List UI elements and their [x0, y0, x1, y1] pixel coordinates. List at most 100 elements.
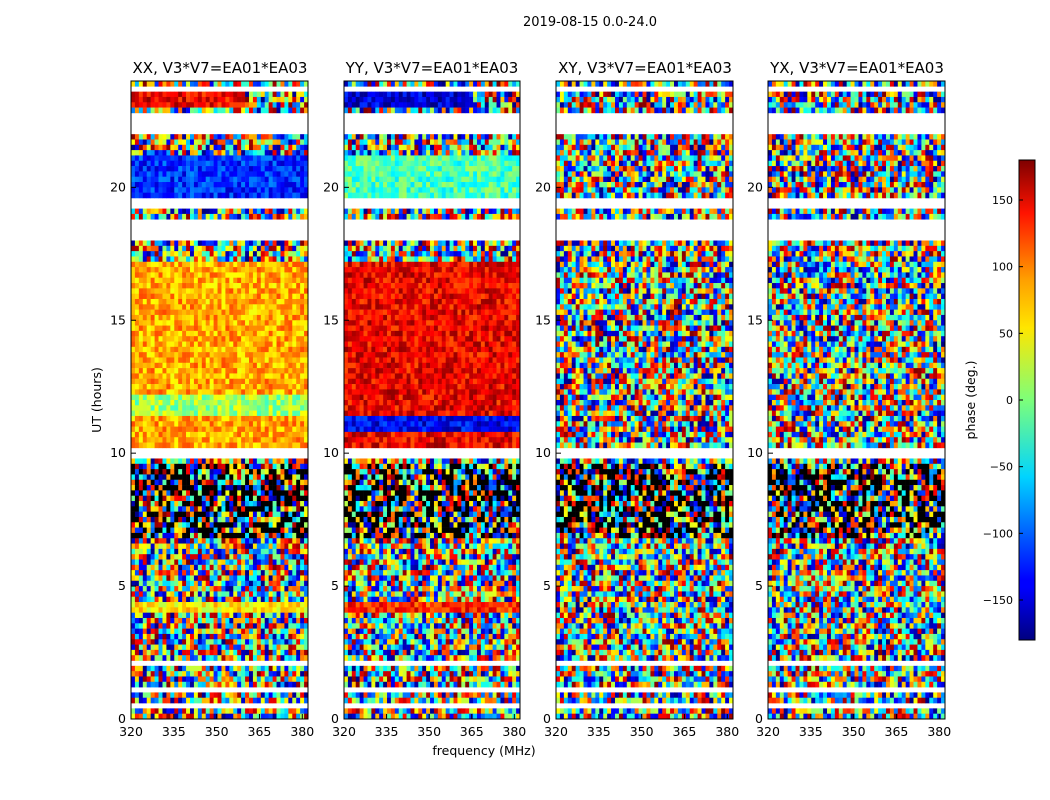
heatmap-cell [264, 458, 269, 465]
heatmap-cell [182, 245, 187, 252]
heatmap-cell [292, 277, 297, 284]
heatmap-cell [292, 522, 297, 528]
heatmap-cell [276, 538, 281, 544]
heatmap-cell [280, 134, 285, 140]
heatmap-cell [221, 463, 226, 470]
heatmap-cell [205, 591, 210, 598]
heatmap-cell [134, 293, 140, 300]
heatmap-cell [280, 474, 285, 481]
heatmap-cell [288, 623, 293, 629]
heatmap-cell [201, 564, 207, 571]
heatmap-cell [280, 543, 285, 550]
heatmap-cell [292, 373, 297, 380]
heatmap-cell [205, 192, 210, 199]
heatmap-cell [166, 251, 171, 257]
heatmap-cell [233, 697, 238, 704]
heatmap-cell [241, 341, 246, 348]
heatmap-cell [241, 554, 246, 560]
heatmap-cell [186, 548, 191, 555]
heatmap-cell [233, 245, 238, 252]
heatmap-cell [229, 458, 234, 465]
heatmap-cell [280, 415, 285, 422]
heatmap-cell [304, 538, 309, 544]
heatmap-cell [209, 586, 214, 592]
heatmap-cell [225, 394, 230, 401]
heatmap-cell [252, 389, 258, 395]
heatmap-cell [249, 708, 254, 714]
heatmap-cell [304, 261, 309, 268]
heatmap-cell [249, 543, 254, 550]
heatmap-cell [142, 267, 148, 273]
heatmap-cell [296, 208, 301, 215]
heatmap-cell [142, 155, 148, 162]
heatmap-cell [241, 352, 246, 358]
heatmap-cell [158, 394, 163, 401]
heatmap-cell [197, 81, 203, 87]
heatmap-cell [150, 538, 155, 544]
heatmap-cell [142, 692, 148, 699]
heatmap-cell [276, 479, 281, 486]
heatmap-cell [516, 107, 521, 114]
heatmap-cell [178, 182, 183, 188]
heatmap-cell [190, 357, 195, 364]
heatmap-cell [162, 421, 167, 427]
heatmap-cell [166, 532, 171, 539]
heatmap-cell [233, 437, 238, 443]
heatmap-cell [410, 134, 415, 140]
heatmap-cell [138, 681, 144, 688]
heatmap-cell [182, 309, 187, 316]
heatmap-cell [221, 267, 226, 273]
heatmap-cell [142, 192, 148, 199]
heatmap-cell [237, 102, 242, 108]
heatmap-cell [280, 617, 285, 624]
heatmap-cell [288, 346, 293, 353]
heatmap-cell [296, 309, 301, 316]
heatmap-cell [138, 676, 144, 683]
heatmap-cell [162, 192, 167, 199]
heatmap-cell [193, 501, 199, 507]
heatmap-cell [197, 283, 203, 289]
heatmap-cell [193, 495, 199, 502]
heatmap-cell [158, 591, 163, 598]
heatmap-cell [296, 346, 301, 353]
heatmap-cell [138, 591, 144, 598]
heatmap-cell [229, 251, 234, 257]
heatmap-cell [205, 330, 210, 337]
heatmap-cell [186, 267, 191, 273]
heatmap-cell [276, 213, 281, 220]
heatmap-cell [252, 681, 258, 688]
heatmap-cell [201, 628, 207, 635]
heatmap-cell [304, 298, 309, 305]
heatmap-cell [174, 160, 179, 167]
heatmap-cell [205, 293, 210, 300]
heatmap-cell [205, 102, 210, 108]
heatmap-cell [150, 442, 155, 449]
heatmap-cell [178, 346, 183, 353]
heatmap-cell [150, 426, 155, 433]
heatmap-cell [170, 251, 175, 257]
heatmap-cell [158, 532, 163, 539]
heatmap-cell [292, 213, 297, 220]
heatmap-cell [272, 288, 277, 294]
heatmap-cell [292, 139, 297, 146]
heatmap-cell [131, 490, 136, 496]
heatmap-cell [193, 708, 199, 714]
heatmap-cell [186, 81, 191, 87]
heatmap-cell [292, 463, 297, 470]
heatmap-cell [150, 469, 155, 475]
heatmap-cell [241, 213, 246, 220]
heatmap-cell [296, 325, 301, 332]
heatmap-cell [217, 314, 222, 321]
heatmap-cell [276, 362, 281, 369]
heatmap-cell [252, 155, 258, 162]
heatmap-cell [146, 102, 151, 108]
heatmap-cell [229, 373, 234, 380]
heatmap-cell [131, 649, 136, 656]
heatmap-cell [292, 160, 297, 167]
heatmap-cell [268, 325, 273, 332]
heatmap-cell [158, 261, 163, 268]
heatmap-cell [134, 155, 140, 162]
heatmap-cell [158, 378, 163, 385]
heatmap-cell [252, 410, 258, 417]
heatmap-cell [233, 272, 238, 279]
